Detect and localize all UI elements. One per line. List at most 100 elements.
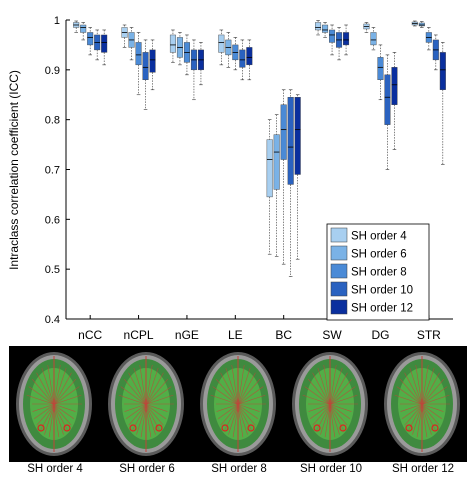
fiber-tract xyxy=(128,378,169,426)
fiber-tract xyxy=(210,394,260,412)
y-tick-label: 1 xyxy=(54,15,60,27)
x-tick-label: BC xyxy=(275,328,292,342)
x-tick-label: DG xyxy=(371,328,389,342)
panel-caption: SH order 12 xyxy=(391,463,454,475)
fiber-tract xyxy=(32,394,82,412)
node-marker xyxy=(129,424,137,432)
x-tick-label: nGE xyxy=(175,328,199,342)
fiber-tract xyxy=(399,378,440,426)
box xyxy=(142,52,149,80)
brain-tractography-image xyxy=(200,352,276,456)
fiber-tract xyxy=(40,372,72,431)
fiber-tract xyxy=(394,394,444,412)
box xyxy=(218,34,225,53)
fiber-tract xyxy=(232,364,245,438)
fiber-tract xyxy=(409,367,432,435)
brain-panel xyxy=(9,346,99,462)
fiber-tract xyxy=(308,394,358,412)
icc-box-chart: 0.4 0.5 0.6 0.7 0.8 0.9 1 nCC nCPL nGE LE BC SW DG STR… xyxy=(7,15,453,342)
node-marker xyxy=(155,424,163,432)
box xyxy=(370,32,377,46)
fiber-tract xyxy=(132,372,164,431)
node-marker xyxy=(339,424,347,432)
fiber-tract xyxy=(139,364,152,438)
box xyxy=(343,32,350,46)
fiber-tract xyxy=(215,378,256,426)
box xyxy=(439,52,446,90)
node-marker xyxy=(221,424,229,432)
brain-tractography-image xyxy=(108,352,184,456)
fiber-tract xyxy=(128,372,160,431)
x-tick-label: nCPL xyxy=(124,328,154,342)
fiber-tract xyxy=(320,367,343,435)
x-tick-label: STR xyxy=(417,328,441,342)
fiber-tract xyxy=(26,394,76,412)
node-marker xyxy=(37,424,45,432)
x-tick-label: LE xyxy=(228,328,243,342)
legend-label: SH order 4 xyxy=(351,231,407,243)
x-tick-label: SW xyxy=(322,328,342,342)
box xyxy=(80,24,87,33)
box xyxy=(294,97,301,175)
box xyxy=(280,104,287,160)
panel-caption: SH order 6 xyxy=(119,463,175,475)
fiber-tract xyxy=(34,386,80,419)
fiber-tract xyxy=(216,394,266,412)
fiber-tract xyxy=(323,364,336,438)
node-marker xyxy=(247,424,255,432)
axes: 0.4 0.5 0.6 0.7 0.8 0.9 1 nCC nCPL nGE LE BC SW DG STR xyxy=(45,15,453,342)
panel-caption: SH order 4 xyxy=(27,463,83,475)
box xyxy=(273,134,280,190)
brain-panel xyxy=(193,346,283,462)
y-tick-label: 0.8 xyxy=(45,115,60,127)
fiber-tract xyxy=(404,378,445,426)
legend-label: SH order 10 xyxy=(351,285,413,297)
fiber-tract xyxy=(133,367,156,435)
node-marker xyxy=(431,424,439,432)
fiber-tract xyxy=(36,372,68,431)
legend-swatch xyxy=(330,299,348,315)
legend: SH order 4 SH order 6 SH order 8 SH order 1… xyxy=(326,223,430,321)
x-tick-label: nCC xyxy=(78,328,102,342)
fiber-tract xyxy=(302,394,352,412)
fiber-tract xyxy=(228,367,251,435)
fiber-tract xyxy=(400,394,450,412)
box xyxy=(391,67,398,105)
fiber-tract xyxy=(120,386,166,419)
fiber-tract xyxy=(36,378,77,426)
fiber-tract xyxy=(324,364,337,438)
legend-swatch xyxy=(330,263,348,279)
fiber-tract xyxy=(31,378,72,426)
box xyxy=(149,49,156,73)
fiber-tract xyxy=(220,372,252,431)
panel-caption: SH order 10 xyxy=(299,463,362,475)
fiber-tract xyxy=(312,378,353,426)
fiber-tract xyxy=(317,367,340,435)
fiber-tract xyxy=(41,367,64,435)
box xyxy=(315,22,322,31)
fiber-tract xyxy=(404,372,436,431)
fiber-tract xyxy=(396,386,442,419)
box xyxy=(266,139,273,198)
box xyxy=(377,57,384,80)
fiber-tract xyxy=(212,386,258,419)
legend-label: SH order 6 xyxy=(351,249,407,261)
fiber-tract xyxy=(304,386,350,419)
fiber-tract xyxy=(140,364,153,438)
fiber-tract xyxy=(47,364,60,438)
node-marker xyxy=(313,424,321,432)
box xyxy=(322,24,329,33)
fiber-tract xyxy=(218,386,264,419)
brain-tractography-image xyxy=(384,352,460,456)
box xyxy=(287,97,294,185)
fiber-tract xyxy=(415,364,428,438)
fiber-tract xyxy=(416,364,429,438)
box xyxy=(135,42,142,66)
fiber-tract xyxy=(126,386,172,419)
y-tick-label: 0.4 xyxy=(45,314,60,326)
fiber-tract xyxy=(412,367,435,435)
box xyxy=(246,47,253,66)
fiber-tract xyxy=(312,372,344,431)
legend-swatch xyxy=(330,245,348,261)
brain-tractography-image xyxy=(292,352,368,456)
